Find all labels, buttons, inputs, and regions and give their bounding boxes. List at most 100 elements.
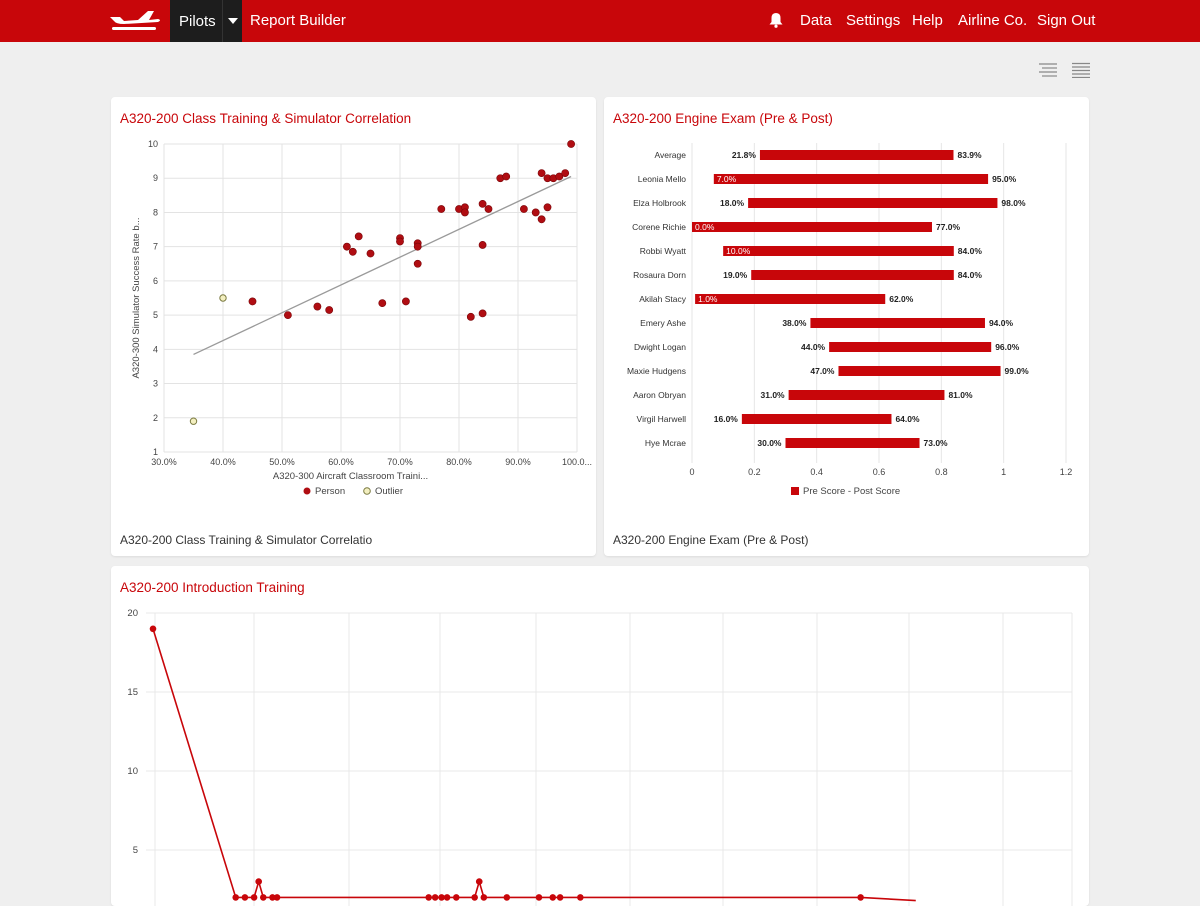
scatter-point-person [543, 203, 552, 212]
nav-link-report-builder[interactable]: Report Builder [250, 12, 346, 29]
bar-x-tick-label: 1 [1001, 467, 1006, 477]
line-point [443, 894, 451, 901]
line-y-tick-label: 5 [133, 845, 138, 856]
bar-range [723, 246, 954, 256]
bar-category-label: Virgil Harwell [637, 414, 687, 424]
nav-link-sign-out[interactable]: Sign Out [1037, 12, 1096, 29]
line-point [241, 894, 249, 901]
scatter-legend-person-marker [303, 487, 311, 495]
intro-training-card-title: A320-200 Introduction Training [120, 580, 305, 595]
scatter-y-tick-label: 2 [153, 413, 158, 423]
bar-post-label: 98.0% [1001, 198, 1026, 208]
line-point [431, 894, 439, 901]
bar-category-label: Dwight Logan [634, 342, 686, 352]
scatter-point-person [413, 259, 422, 268]
line-y-tick-label: 20 [127, 608, 138, 619]
bar-pre-label: 0.0% [695, 222, 715, 232]
bell-icon[interactable] [769, 12, 783, 28]
line-y-tick-label: 15 [127, 687, 138, 698]
scatter-point-person [537, 215, 546, 224]
scatter-x-tick-label: 100.0... [562, 457, 592, 467]
scatter-point-outlier [219, 294, 227, 302]
scatter-y-tick-label: 10 [148, 139, 158, 149]
scatter-point-person [460, 208, 469, 217]
scatter-trendline [193, 175, 572, 356]
bar-x-tick-label: 0.8 [935, 467, 948, 477]
line-point [480, 894, 488, 901]
engine-exam-card-title: A320-200 Engine Exam (Pre & Post) [613, 111, 833, 126]
scatter-point-person [537, 169, 546, 177]
bar-post-label: 73.0% [924, 438, 949, 448]
bar-post-label: 83.9% [957, 150, 982, 160]
nav-link-data[interactable]: Data [800, 12, 832, 29]
line-point [149, 625, 157, 633]
scatter-y-tick-label: 9 [153, 173, 158, 183]
scatter-chart: 30.0% 40.0% 50.0% 60.0% 70.0% 80.0% 90.0% 100.0… [131, 139, 592, 497]
scatter-point-person [342, 242, 351, 251]
nav-link-settings[interactable]: Settings [846, 12, 901, 29]
bar-pre-label: 44.0% [801, 342, 826, 352]
line-point [425, 894, 433, 901]
intro-training-card: A320-200 Introduction Training 20 15 10 5 [111, 566, 1089, 906]
scatter-y-tick-label: 6 [153, 276, 158, 286]
bar-pre-label: 21.8% [732, 150, 757, 160]
scatter-point-person [555, 172, 564, 181]
scatter-point-person [325, 306, 334, 314]
scatter-x-tick-label: 50.0% [269, 457, 295, 467]
bar-category-label: Robbi Wyatt [640, 246, 687, 256]
scatter-point-person [561, 169, 570, 177]
scatter-y-tick-label: 4 [153, 344, 158, 354]
line-point [503, 894, 511, 901]
scatter-x-tick-label: 90.0% [505, 457, 531, 467]
scatter-point-person [396, 237, 404, 246]
bar-range [829, 342, 992, 352]
bar-range [838, 366, 1001, 376]
bar-x-tick-label: 0 [689, 467, 694, 477]
line-point [438, 894, 445, 901]
pilots-dropdown-label: Pilots [179, 12, 216, 30]
scatter-x-tick-label: 70.0% [387, 457, 413, 467]
bar-pre-label: 10.0% [726, 246, 751, 256]
bar-x-tick-label: 0.6 [873, 467, 886, 477]
bar-post-label: 64.0% [895, 414, 920, 424]
bar-post-label: 81.0% [948, 390, 973, 400]
line-point [273, 894, 281, 901]
scatter-x-tick-label: 60.0% [328, 457, 354, 467]
scatter-point-person [348, 247, 357, 256]
scatter-point-person [378, 299, 387, 308]
nav-link-airline[interactable]: Airline Co. [958, 12, 1028, 29]
airplane-logo-icon[interactable] [108, 8, 162, 34]
scatter-point-person [519, 205, 528, 213]
bar-category-label: Aaron Obryan [633, 390, 686, 400]
scatter-point-person [313, 302, 322, 311]
bar-pre-label: 18.0% [720, 198, 745, 208]
bar-range [788, 390, 945, 400]
list-view-icon[interactable] [1072, 62, 1090, 78]
bar-range [692, 222, 932, 232]
bar-legend-label: Pre Score - Post Score [803, 486, 900, 497]
scatter-point-person [478, 199, 487, 208]
filter-list-icon[interactable] [1039, 62, 1057, 78]
bar-post-label: 62.0% [889, 294, 914, 304]
scatter-point-person [478, 241, 487, 249]
scatter-point-person [478, 309, 487, 318]
bar-category-label: Elza Holbrook [633, 198, 687, 208]
bar-post-label: 84.0% [958, 270, 983, 280]
bar-range [785, 438, 920, 448]
scatter-card-title: A320-200 Class Training & Simulator Corr… [120, 111, 412, 126]
bar-legend-marker [791, 487, 799, 495]
bar-category-label: Akilah Stacy [639, 294, 687, 304]
scatter-y-tick-label: 5 [153, 310, 158, 320]
bar-range [810, 318, 985, 328]
scatter-point-person [413, 242, 422, 251]
line-y-tick-label: 10 [127, 766, 138, 777]
caret-down-icon[interactable] [222, 0, 242, 42]
bar-category-label: Average [654, 150, 686, 160]
line-point [269, 894, 276, 901]
pilots-dropdown[interactable]: Pilots [170, 0, 242, 42]
nav-link-help[interactable]: Help [912, 12, 943, 29]
bar-pre-label: 16.0% [714, 414, 739, 424]
scatter-y-tick-label: 8 [153, 207, 158, 217]
bar-range [748, 198, 998, 208]
bar-range [695, 294, 886, 304]
